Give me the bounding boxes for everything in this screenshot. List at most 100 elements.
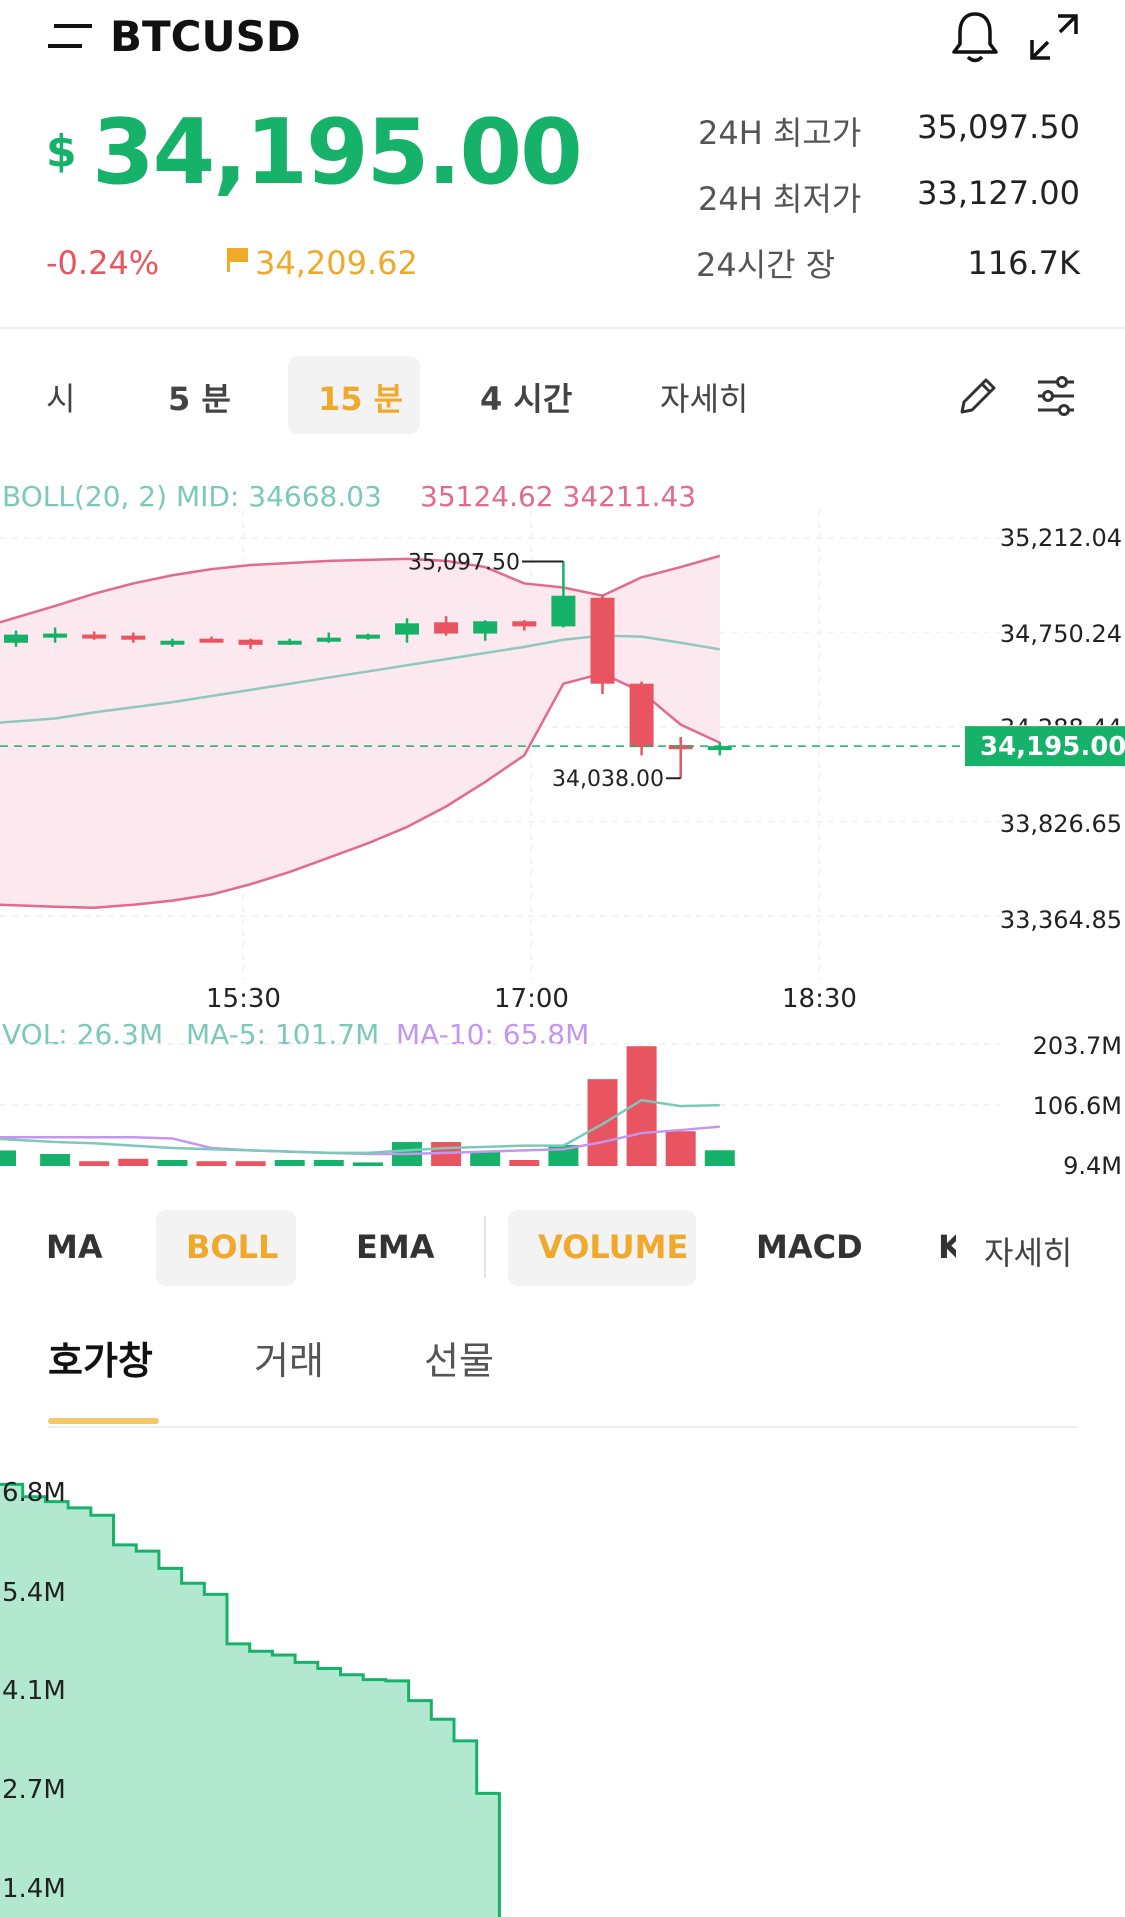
candle <box>316 637 341 642</box>
volume-bar <box>470 1151 501 1166</box>
price-axis-label: 34,288.44 <box>982 714 1122 725</box>
depth-axis-label: 1.4M <box>2 1874 66 1904</box>
low-annotation: 34,038.00 <box>552 767 664 792</box>
stat-value-24h-low: 33,127.00 <box>917 174 1080 212</box>
time-axis-label: 15:30 <box>206 984 281 1014</box>
volume-bar <box>313 1160 344 1166</box>
tab-timeframe-15m[interactable]: 15 분 <box>318 380 404 418</box>
last-price: 34,195.00 <box>92 100 583 205</box>
volume-bar <box>196 1161 227 1166</box>
indicator-tab-more[interactable]: 자세히 <box>984 1234 1073 1272</box>
volume-bar <box>704 1150 735 1166</box>
volume-axis-label: 203.7M <box>1032 1032 1122 1060</box>
price-axis-label: 35,212.04 <box>999 524 1122 552</box>
ma10-legend: MA-10: 65.8M <box>396 1018 590 1051</box>
volume-bar <box>79 1161 110 1166</box>
boll-legend-bands: 35124.62 34211.43 <box>420 480 697 513</box>
candle <box>395 623 419 635</box>
price-axis-label: 33,364.85 <box>999 906 1122 934</box>
candle <box>512 621 537 627</box>
stat-label-24h-volume: 24시간 장 <box>696 246 836 284</box>
tab-trades[interactable]: 거래 <box>254 1339 324 1383</box>
indicator-active-background <box>156 1210 296 1286</box>
candlestick-chart[interactable]: 35,097.50 34,038.00 34,195.00 <box>0 510 1125 990</box>
volume-bar <box>157 1160 188 1166</box>
candle <box>238 639 263 645</box>
expand-icon[interactable] <box>1028 12 1080 62</box>
price-axis-label: 33,826.65 <box>999 810 1122 838</box>
candle <box>160 640 185 645</box>
tab-active-background <box>288 356 420 434</box>
indicator-divider <box>484 1216 486 1278</box>
volume-bar <box>509 1160 540 1166</box>
volume-bar <box>40 1154 71 1166</box>
candle <box>590 597 615 684</box>
price-axis-label: 34,750.24 <box>999 620 1122 648</box>
high-annotation: 35,097.50 <box>408 550 520 575</box>
volume-bar <box>235 1161 266 1166</box>
volume-bar <box>118 1158 149 1166</box>
indicator-tab-volume[interactable]: VOLUME <box>538 1228 689 1266</box>
candle <box>551 595 576 627</box>
volume-bar <box>352 1162 383 1166</box>
volume-bar <box>587 1079 618 1166</box>
tab-timeframe-more[interactable]: 자세히 <box>660 380 749 418</box>
volume-bar <box>274 1160 305 1166</box>
boll-legend-mid: BOLL(20, 2) MID: 34668.03 <box>2 480 382 513</box>
volume-bar <box>665 1131 696 1166</box>
stat-label-24h-low: 24H 최저가 <box>698 180 862 218</box>
stat-value-24h-volume: 116.7K <box>967 244 1080 282</box>
candle <box>668 745 693 750</box>
bell-icon[interactable] <box>950 10 1000 64</box>
indicator-tab-boll[interactable]: BOLL <box>186 1228 279 1266</box>
depth-axis-label: 5.4M <box>2 1578 66 1608</box>
candle <box>82 634 107 639</box>
menu-icon[interactable] <box>48 22 92 50</box>
candle <box>121 635 146 640</box>
settings-sliders-icon[interactable] <box>1034 376 1078 416</box>
current-price-tag-text: 34,195.00 <box>980 732 1125 762</box>
indicator-tab-macd[interactable]: MACD <box>756 1228 863 1266</box>
candle <box>4 634 28 643</box>
candle <box>355 634 380 639</box>
tab-timeframe-1h[interactable]: 시 <box>46 380 76 418</box>
candle <box>434 622 459 634</box>
indicator-tab-ema[interactable]: EMA <box>356 1228 435 1266</box>
candle <box>629 683 654 748</box>
page-title: BTCUSD <box>110 12 301 61</box>
volume-axis-label: 9.4M <box>1063 1152 1122 1180</box>
currency-symbol: $ <box>46 126 77 177</box>
depth-axis-label: 4.1M <box>2 1676 66 1706</box>
depth-axis-label: 6.8M <box>2 1478 66 1508</box>
volume-axis-label: 106.6M <box>1032 1092 1122 1120</box>
tab-underline <box>48 1418 159 1424</box>
time-axis-label: 17:00 <box>494 984 569 1014</box>
depth-chart[interactable] <box>0 1460 600 1917</box>
current-price-tag <box>965 726 1125 767</box>
divider <box>48 1426 1078 1428</box>
tab-orderbook[interactable]: 호가창 <box>48 1339 153 1383</box>
flag-icon <box>227 248 248 272</box>
tab-timeframe-4h[interactable]: 4 시간 <box>480 380 573 418</box>
divider <box>0 327 1125 329</box>
candle <box>199 638 224 643</box>
indicator-active-background <box>508 1210 696 1286</box>
indicator-tab-ma[interactable]: MA <box>46 1228 103 1266</box>
volume-bar <box>0 1150 16 1166</box>
candle <box>473 621 498 634</box>
stat-label-24h-high: 24H 최고가 <box>698 114 862 152</box>
depth-axis-label: 2.7M <box>2 1775 66 1805</box>
time-axis-label: 18:30 <box>782 984 857 1014</box>
tab-futures[interactable]: 선물 <box>424 1339 494 1383</box>
mark-price: 34,209.62 <box>255 244 418 282</box>
volume-legend: VOL: 26.3M <box>2 1018 164 1051</box>
pencil-icon[interactable] <box>956 374 1000 418</box>
stat-value-24h-high: 35,097.50 <box>917 108 1080 146</box>
price-change-percent: -0.24% <box>46 244 160 282</box>
volume-chart[interactable] <box>0 1040 1125 1170</box>
candle <box>707 746 732 751</box>
ma5-legend: MA-5: 101.7M <box>186 1018 380 1051</box>
tab-timeframe-5m[interactable]: 5 분 <box>168 380 231 418</box>
indicator-tab-k[interactable]: K <box>938 1228 956 1266</box>
candle <box>277 640 302 645</box>
